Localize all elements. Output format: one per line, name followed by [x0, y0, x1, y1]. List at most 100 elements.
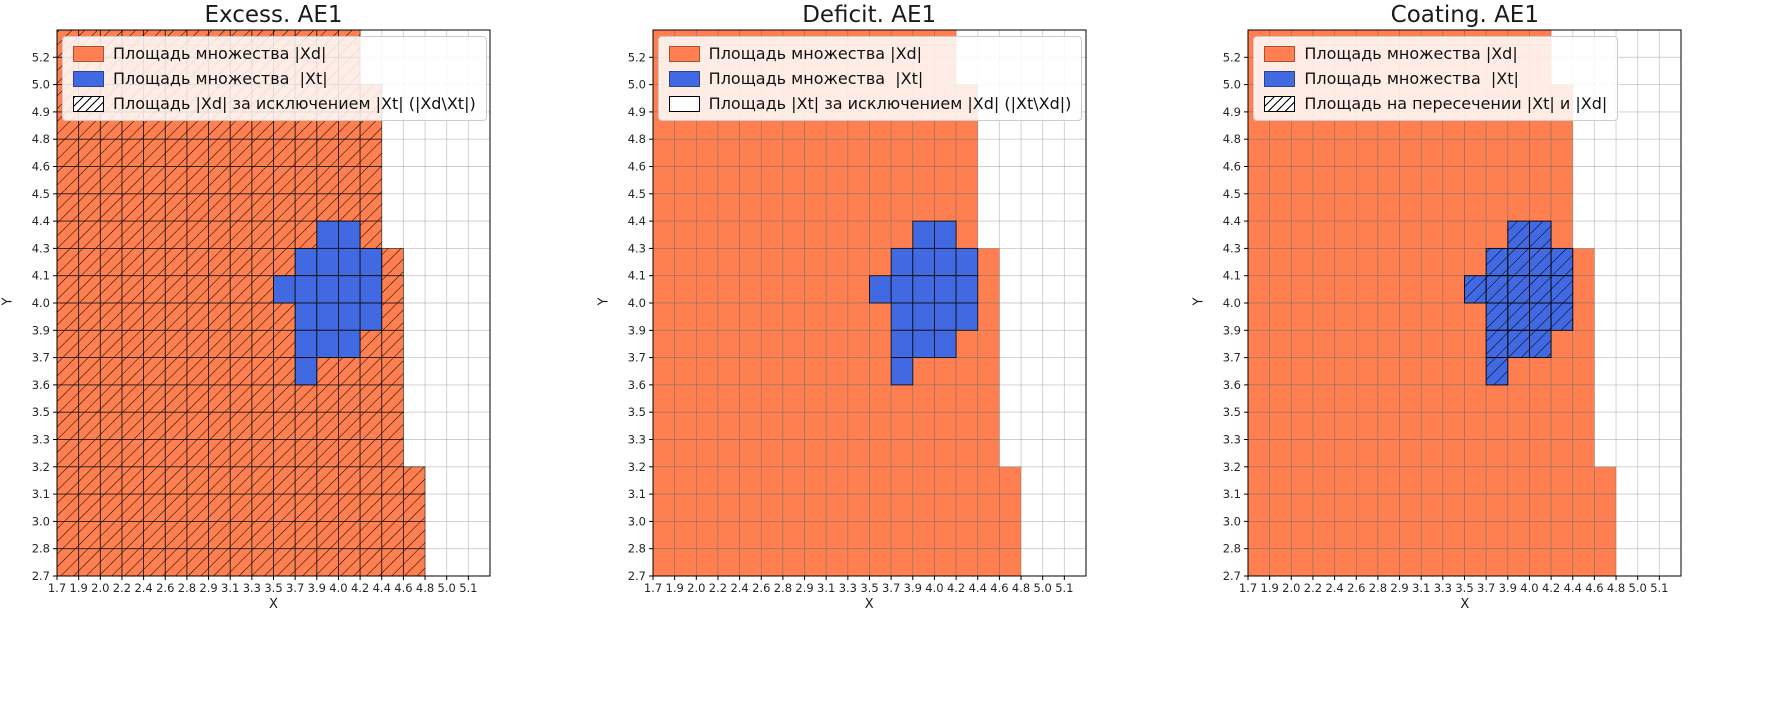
x-axis-label: X: [269, 597, 278, 612]
legend-item: Площадь на пересечении |Xt| и |Xd|: [1264, 94, 1607, 113]
legend-item: Площадь множества |Xd|: [1264, 44, 1607, 63]
svg-text:4.8: 4.8: [416, 581, 434, 595]
svg-text:4.4: 4.4: [627, 214, 645, 228]
svg-text:5.1: 5.1: [1055, 581, 1073, 595]
svg-text:1.7: 1.7: [1239, 581, 1257, 595]
svg-text:4.5: 4.5: [627, 187, 645, 201]
svg-text:3.9: 3.9: [627, 323, 645, 337]
svg-text:2.8: 2.8: [178, 581, 196, 595]
legend-swatch-empty: [668, 95, 700, 112]
svg-text:4.4: 4.4: [1223, 214, 1241, 228]
svg-text:3.3: 3.3: [838, 581, 856, 595]
legend-swatch-hatch: [1264, 95, 1296, 112]
svg-text:3.2: 3.2: [627, 460, 645, 474]
svg-text:4.9: 4.9: [1223, 105, 1241, 119]
chart-canvas-deficit: 1.7 1.9 2.0 2.2 2.4 2.6 2.8 2.9 3.1 3.3 3.5 3.7 3.9 4…: [627, 29, 1087, 595]
svg-text:5.1: 5.1: [1651, 581, 1669, 595]
svg-text:2.4: 2.4: [1326, 581, 1344, 595]
svg-text:4.0: 4.0: [1223, 296, 1241, 310]
svg-text:2.4: 2.4: [134, 581, 152, 595]
legend-swatch-xt: [73, 70, 104, 87]
svg-text:4.4: 4.4: [373, 581, 391, 595]
svg-text:4.0: 4.0: [627, 296, 645, 310]
svg-text:2.0: 2.0: [91, 581, 109, 595]
svg-text:5.1: 5.1: [459, 581, 477, 595]
legend-item: Площадь |Xt| за исключением |Xd| (|Xt\Xd…: [668, 94, 1071, 113]
svg-text:4.4: 4.4: [1564, 581, 1582, 595]
svg-text:2.6: 2.6: [1347, 581, 1365, 595]
svg-text:4.9: 4.9: [627, 105, 645, 119]
legend-label: Площадь множества |Xt|: [1304, 69, 1519, 88]
svg-text:5.0: 5.0: [1223, 78, 1241, 92]
svg-text:4.5: 4.5: [32, 187, 50, 201]
svg-text:3.1: 3.1: [32, 487, 50, 501]
svg-text:2.8: 2.8: [1223, 542, 1241, 556]
legend-label: Площадь множества |Xt|: [113, 69, 328, 88]
svg-text:3.3: 3.3: [243, 581, 261, 595]
svg-text:3.7: 3.7: [286, 581, 304, 595]
svg-text:3.6: 3.6: [627, 378, 645, 392]
svg-text:1.9: 1.9: [1261, 581, 1279, 595]
legend-swatch-xd: [73, 45, 104, 62]
svg-text:5.2: 5.2: [32, 50, 50, 64]
svg-text:3.9: 3.9: [32, 323, 50, 337]
svg-text:3.2: 3.2: [32, 460, 50, 474]
svg-text:4.3: 4.3: [1223, 241, 1241, 255]
legend-label: Площадь множества |Xt|: [708, 69, 924, 88]
svg-text:3.0: 3.0: [32, 514, 50, 528]
panel-deficit: 1.7 1.9 2.0 2.2 2.4 2.6 2.8 2.9 3.1 3.3 3.5 3.7 3.9 4…: [596, 0, 1192, 709]
legend-swatch-xd: [668, 45, 700, 62]
legend-label: Площадь множества |Xd|: [708, 44, 923, 63]
svg-text:4.8: 4.8: [1223, 132, 1241, 146]
legend-item: Площадь множества |Xt|: [1264, 69, 1607, 88]
panel-title: Coating. AE1: [1390, 2, 1539, 28]
svg-text:4.6: 4.6: [1586, 581, 1604, 595]
panel-coating: 1.7 1.9 2.0 2.2 2.4 2.6 2.8 2.9 3.1 3.3 3.5 3.7 3.9 4…: [1191, 0, 1787, 709]
svg-text:4.9: 4.9: [32, 105, 50, 119]
x-axis-label: X: [1460, 597, 1470, 612]
legend-label: Площадь |Xd| за исключением |Xt| (|Xd\Xt…: [113, 94, 476, 113]
x-axis-label: X: [864, 597, 874, 612]
svg-text:2.7: 2.7: [1223, 569, 1241, 583]
svg-text:2.4: 2.4: [730, 581, 748, 595]
svg-text:2.8: 2.8: [773, 581, 791, 595]
legend-swatch-xd: [1264, 45, 1296, 62]
legend-item: Площадь |Xd| за исключением |Xt| (|Xd\Xt…: [73, 94, 476, 113]
svg-text:5.0: 5.0: [1033, 581, 1051, 595]
svg-text:3.3: 3.3: [1223, 433, 1241, 447]
svg-text:3.1: 3.1: [1412, 581, 1430, 595]
panel-title: Deficit. AE1: [802, 2, 937, 28]
legend-item: Площадь множества |Xd|: [668, 44, 1072, 63]
svg-text:2.9: 2.9: [1391, 581, 1409, 595]
svg-text:2.8: 2.8: [627, 542, 645, 556]
svg-text:4.1: 4.1: [32, 269, 50, 283]
svg-text:3.7: 3.7: [1223, 351, 1241, 365]
svg-text:3.1: 3.1: [627, 487, 645, 501]
svg-text:3.9: 3.9: [1499, 581, 1517, 595]
svg-text:2.8: 2.8: [32, 542, 50, 556]
legend: Площадь множества |Xd| Площадь множества…: [1253, 36, 1619, 121]
svg-text:4.8: 4.8: [1012, 581, 1030, 595]
svg-text:1.9: 1.9: [665, 581, 683, 595]
legend-swatch-xt: [668, 70, 700, 87]
svg-text:2.9: 2.9: [795, 581, 813, 595]
legend-item: Площадь множества |Xd|: [73, 44, 476, 63]
svg-text:4.6: 4.6: [394, 581, 412, 595]
y-axis-label: Y: [0, 297, 16, 306]
svg-text:5.0: 5.0: [627, 78, 645, 92]
svg-text:4.4: 4.4: [968, 581, 986, 595]
panel-excess: 1.7 1.9 2.0 2.2 2.4 2.6 2.8 2.9 3.1 3.3 3.5 3.7 3.9 4…: [0, 0, 596, 709]
svg-text:3.7: 3.7: [1477, 581, 1495, 595]
svg-text:4.2: 4.2: [351, 581, 369, 595]
svg-text:4.0: 4.0: [1521, 581, 1539, 595]
svg-text:2.8: 2.8: [1369, 581, 1387, 595]
svg-text:2.2: 2.2: [113, 581, 131, 595]
svg-text:3.7: 3.7: [882, 581, 900, 595]
svg-text:2.2: 2.2: [1304, 581, 1322, 595]
svg-text:4.2: 4.2: [947, 581, 965, 595]
svg-text:4.8: 4.8: [1607, 581, 1625, 595]
svg-text:4.8: 4.8: [32, 132, 50, 146]
svg-text:2.6: 2.6: [752, 581, 770, 595]
svg-text:3.1: 3.1: [1223, 487, 1241, 501]
